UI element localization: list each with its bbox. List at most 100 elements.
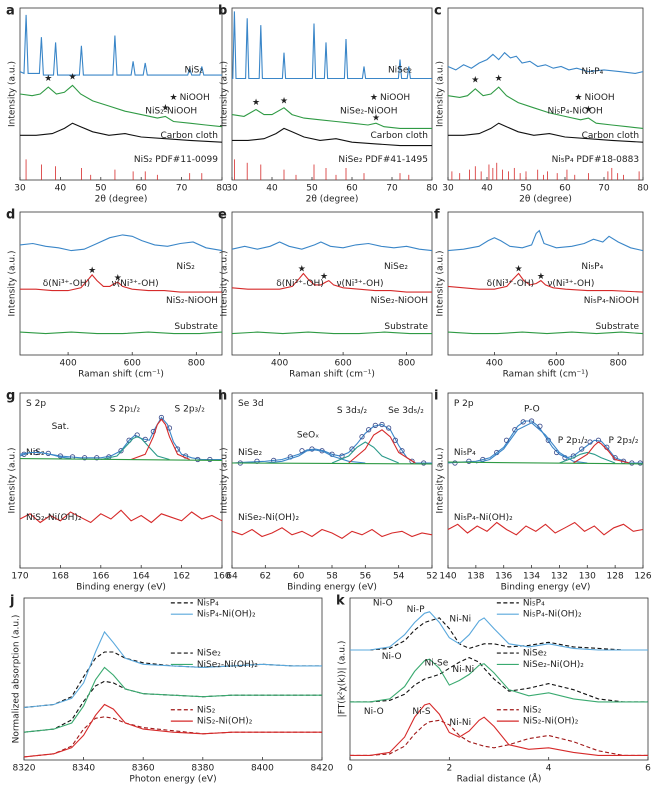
series-line <box>23 630 322 709</box>
data-point <box>349 446 355 452</box>
data-point <box>503 437 510 443</box>
plot-frame <box>23 597 323 761</box>
x-tick-label: 132 <box>551 572 568 582</box>
star-marker: ★ <box>88 266 96 276</box>
plot-frame <box>231 392 433 569</box>
series-label: Ni₅P₄ <box>454 448 476 458</box>
y-axis-label: Intensity (a.u.) <box>8 61 18 127</box>
series-label: NiSe₂-Ni(OH)₂ <box>238 513 299 523</box>
x-tick-label: 70 <box>176 184 188 194</box>
data-point <box>386 425 392 431</box>
x-tick-label: 30 <box>226 184 238 194</box>
x-tick-label: 8380 <box>191 764 214 774</box>
series-line <box>231 107 432 129</box>
x-tick-label: 40 <box>55 184 67 194</box>
star-marker: ★ <box>584 105 592 115</box>
x-tick-label: 64 <box>226 572 238 582</box>
legend-label: NiS₂-Ni(OH)₂ <box>197 717 253 727</box>
x-tick-label: 8400 <box>251 764 274 774</box>
annotation: Ni-Ni <box>449 718 471 728</box>
series-line <box>231 462 433 465</box>
x-tick-label: 126 <box>634 572 651 582</box>
series-label: NiSe₂ <box>384 262 408 272</box>
x-tick-label: 166 <box>92 572 109 582</box>
x-tick-label: 8340 <box>72 764 95 774</box>
data-point <box>392 437 398 443</box>
data-point <box>452 460 458 466</box>
series-line <box>19 451 71 460</box>
annotation: SeOₓ <box>297 431 319 441</box>
star-marker: ★ <box>320 272 328 282</box>
y-axis-label: |FT(k²χ(k))| (a.u.) <box>338 641 348 718</box>
series-line <box>350 719 648 756</box>
data-point <box>579 446 585 452</box>
series-line <box>573 441 630 464</box>
x-tick-label: 800 <box>610 359 627 369</box>
series-label: NiS₂ PDF#11-0099 <box>134 155 218 165</box>
data-point <box>466 458 472 464</box>
series-line <box>447 331 644 335</box>
series-line <box>559 451 616 464</box>
x-tick-label: 160 <box>213 572 230 582</box>
series-label: Ni₅P₄-NiOOH <box>547 107 602 117</box>
x-tick-label: 168 <box>52 572 69 582</box>
x-tick-label: 70 <box>386 184 398 194</box>
panel-letter: j <box>9 594 14 609</box>
x-tick-label: 60 <box>135 184 147 194</box>
series-label: NiOOH <box>380 93 410 103</box>
series-label: Carbon cloth <box>371 131 428 141</box>
x-tick-label: 8360 <box>132 764 155 774</box>
series-line <box>231 272 432 293</box>
series-label: Ni₅P₄ <box>581 262 603 272</box>
x-tick-label: 60 <box>293 572 305 582</box>
series-line <box>231 331 432 335</box>
x-tick-label: 30 <box>442 184 454 194</box>
legend-label: NiSe₂ <box>523 649 547 659</box>
x-tick-label: 80 <box>426 184 438 194</box>
y-axis-label: Intensity (a.u.) <box>8 251 18 317</box>
annotation: Ni-O <box>364 707 384 717</box>
x-tick-label: 52 <box>426 572 437 582</box>
series-line <box>350 611 648 651</box>
data-point <box>637 460 643 466</box>
legend-star: ★ <box>170 93 178 103</box>
x-tick-label: 400 <box>271 359 288 369</box>
series-line <box>19 234 223 252</box>
x-tick-label: 600 <box>548 359 565 369</box>
star-marker: ★ <box>471 76 479 86</box>
panel-letter: h <box>218 389 227 404</box>
y-axis-label: Intensity (a.u.) <box>220 61 230 127</box>
x-tick-label: 54 <box>393 572 405 582</box>
legend-label: NiS₂ <box>523 705 542 715</box>
annotation: S 2p₃/₂ <box>175 404 206 414</box>
x-tick-label: 40 <box>266 184 278 194</box>
plot-frame <box>447 211 644 356</box>
series-line <box>350 658 648 703</box>
x-tick-label: 162 <box>173 572 190 582</box>
x-tick-label: 400 <box>486 359 503 369</box>
star-marker: ★ <box>537 272 545 282</box>
x-tick-label: 50 <box>95 184 107 194</box>
y-axis-label: Intensity (a.u.) <box>436 61 446 127</box>
panel-letter: g <box>6 389 15 404</box>
annotation: Se 3d₅/₂ <box>388 406 424 416</box>
annotation: P-O <box>524 404 540 414</box>
x-tick-label: 138 <box>467 572 484 582</box>
series-label: NiSe₂ PDF#41-1495 <box>338 155 428 165</box>
data-point <box>399 448 405 454</box>
data-point <box>379 421 385 428</box>
y-axis-label: Intensity (a.u.) <box>436 251 446 317</box>
plot-frame <box>231 7 433 181</box>
legend-label: Ni₅P₄ <box>523 598 545 608</box>
data-point <box>299 448 305 454</box>
series-label: NiS₂ <box>184 65 203 75</box>
legend-label: Ni₅P₄-Ni(OH)₂ <box>523 610 582 620</box>
x-tick-label: 130 <box>579 572 596 582</box>
series-line <box>23 703 322 758</box>
x-tick-label: 2 <box>446 764 452 774</box>
series-line <box>447 86 644 129</box>
series-line <box>100 436 170 461</box>
x-tick-label: 30 <box>14 184 26 194</box>
data-point <box>142 436 148 442</box>
y-axis-label: Intensity (a.u.) <box>220 448 230 514</box>
